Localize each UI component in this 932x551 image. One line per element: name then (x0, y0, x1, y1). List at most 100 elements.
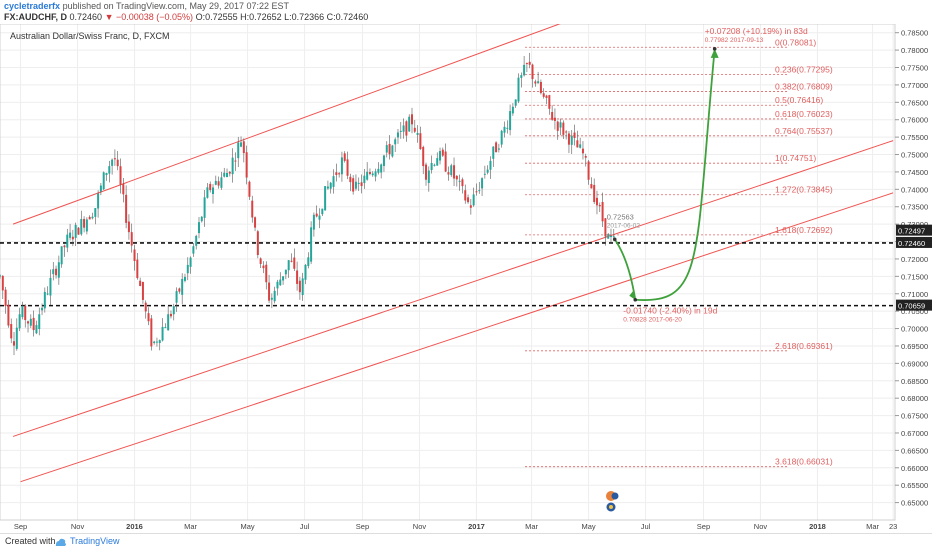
down-arrowhead (629, 290, 636, 300)
candle-body (321, 208, 324, 215)
candle-body (228, 171, 231, 174)
y-tick-label: 0.77500 (901, 64, 928, 73)
candle-body (338, 173, 341, 175)
candle-body (105, 173, 108, 176)
last-price: 0.72460 (69, 12, 103, 22)
candle-body (357, 182, 360, 184)
candle-body (116, 159, 119, 167)
candle-body (408, 116, 411, 132)
y-tick-label: 0.70000 (901, 325, 928, 334)
candle-body (506, 127, 509, 129)
candle-body (270, 297, 273, 300)
fib-label: 0.236(0.77295) (775, 65, 833, 75)
candle-body (310, 227, 313, 262)
candle-body (169, 313, 172, 317)
candle-body (436, 158, 439, 166)
candle-body (461, 179, 464, 187)
candle-body (472, 194, 475, 206)
y-tick-label: 0.72000 (901, 255, 928, 264)
fib-label: 0.618(0.76023) (775, 109, 833, 119)
candle-body (21, 306, 24, 318)
candle-body (343, 153, 346, 161)
candle-body (565, 131, 568, 133)
candle-body (391, 145, 394, 157)
candle-body (595, 197, 598, 206)
candle-body (63, 245, 66, 248)
projection-start-dot (612, 237, 617, 242)
candle-body (268, 282, 271, 301)
y-tick-label: 0.65000 (901, 499, 928, 508)
candle-body (385, 145, 388, 153)
candle-body (318, 215, 321, 220)
candle-body (374, 171, 377, 177)
fib-label: 2.618(0.69361) (775, 341, 833, 351)
candle-body (332, 176, 335, 187)
candle-body (155, 341, 158, 343)
price-chart[interactable]: Australian Dollar/Swiss Franc, D, FXCM 0… (0, 24, 932, 533)
x-tick-label: Jul (641, 522, 651, 531)
candlesticks (0, 52, 615, 356)
candle-body (377, 168, 380, 173)
price-box (896, 236, 932, 248)
candle-body (273, 290, 276, 302)
y-tick-label: 0.77000 (901, 81, 928, 90)
candle-body (562, 122, 565, 135)
candle-body (604, 218, 607, 237)
candle-body (77, 227, 80, 235)
symbol-label[interactable]: FX:AUDCHF, D (4, 12, 67, 22)
candle-body (441, 149, 444, 156)
y-tick-label: 0.66000 (901, 464, 928, 473)
candle-body (287, 260, 290, 271)
candle-body (66, 234, 69, 248)
candle-body (298, 280, 301, 293)
candle-body (326, 186, 329, 189)
x-tick-label: Sep (14, 522, 27, 531)
candle-body (450, 165, 453, 176)
y-tick-label: 0.67000 (901, 429, 928, 438)
candle-body (467, 197, 470, 203)
candle-body (197, 222, 200, 234)
y-tick-label: 0.69500 (901, 342, 928, 351)
candle-body (99, 185, 102, 192)
x-axis: Sep Nov 2016 Mar May Jul Sep Nov 2017 Mar May Jul Se… (14, 522, 897, 531)
candle-body (46, 293, 49, 295)
candle-body (366, 171, 369, 180)
candle-body (439, 151, 442, 161)
candle-body (382, 155, 385, 166)
chart-header: cycletraderfx published on TradingView.c… (0, 0, 932, 24)
candle-body (150, 318, 153, 347)
candle-body (49, 277, 52, 296)
candle-body (212, 187, 215, 195)
y-tick-label: 0.71500 (901, 272, 928, 281)
candle-body (206, 187, 209, 198)
candle-body (57, 262, 60, 278)
candle-body (282, 276, 285, 281)
candle-body (576, 140, 579, 148)
horizontal-lines (0, 242, 895, 307)
candle-body (43, 291, 46, 309)
candle-body (130, 232, 133, 246)
candle-body (354, 181, 357, 189)
candle-body (175, 291, 178, 303)
candle-body (469, 205, 472, 208)
candle-body (422, 146, 425, 167)
candle-body (127, 221, 130, 233)
candle-body (4, 289, 7, 307)
up-projection-label: +0.07208 (+10.19%) in 83d (705, 26, 808, 36)
channel-line (12, 24, 561, 225)
y-tick-label: 0.76500 (901, 98, 928, 107)
candle-body (265, 264, 268, 283)
channel-line (20, 192, 894, 483)
candle-body (587, 161, 590, 180)
candle-body (279, 279, 282, 286)
author-link[interactable]: cycletraderfx (4, 1, 61, 11)
candle-body (489, 160, 492, 170)
y-tick-label: 0.68500 (901, 377, 928, 386)
candle-body (223, 172, 226, 177)
projection-start-label: 0.72563 (607, 212, 634, 221)
tradingview-link[interactable]: TradingView (70, 536, 120, 546)
candle-body (590, 184, 593, 189)
created-with-text: Created with (5, 536, 56, 546)
projection-start-date: 2017-06-02 (607, 222, 641, 229)
y-tick-label: 0.73000 (901, 220, 928, 229)
